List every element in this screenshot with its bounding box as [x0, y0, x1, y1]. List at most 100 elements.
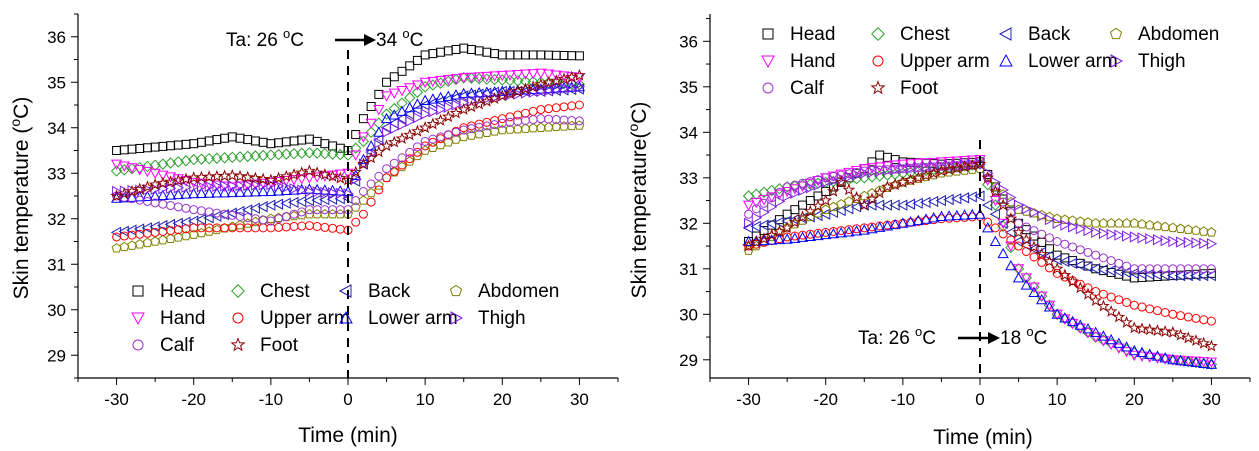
data-point [189, 205, 199, 215]
data-point [551, 50, 561, 60]
data-point [773, 224, 786, 237]
data-point [549, 74, 563, 87]
legend-label: Back [1028, 24, 1071, 45]
data-point [1205, 358, 1218, 371]
data-point [503, 86, 517, 99]
data-point [1113, 343, 1125, 354]
data-point [558, 71, 570, 82]
data-point [189, 139, 199, 149]
data-point [812, 229, 824, 241]
data-point [1021, 203, 1033, 215]
data-point [1073, 281, 1087, 294]
data-point [1206, 264, 1216, 274]
data-point [180, 188, 192, 199]
data-point [1106, 218, 1117, 228]
right-ticks: -30 -20 -10 0 10 20 30 29 30 31 32 33 34 35 36 [679, 18, 1251, 409]
data-point [520, 87, 532, 99]
data-point [227, 132, 237, 142]
data-point [551, 103, 561, 113]
legend-label: Calf [160, 335, 195, 356]
legend-label: Upper arm [260, 308, 350, 329]
data-point [1006, 191, 1017, 204]
data-point [289, 221, 299, 231]
data-point [380, 139, 393, 152]
data-point [488, 73, 501, 86]
data-point [304, 185, 316, 198]
data-point [1035, 247, 1049, 260]
data-point [1090, 326, 1102, 337]
data-point [1198, 226, 1209, 236]
data-point [279, 169, 293, 182]
data-point [135, 143, 145, 153]
data-point [235, 133, 245, 143]
data-point [281, 211, 291, 221]
data-point [272, 185, 285, 196]
data-point [127, 144, 137, 154]
data-point [204, 223, 214, 233]
legend-label: Chest [260, 281, 310, 302]
data-point [310, 166, 324, 179]
data-point [450, 89, 462, 100]
y-tick-label: 31 [47, 255, 66, 274]
data-point [465, 72, 478, 84]
data-point [412, 112, 424, 124]
data-point [256, 172, 270, 185]
data-point [544, 50, 554, 60]
data-point [488, 92, 501, 104]
data-point [172, 188, 184, 200]
data-point [1120, 341, 1133, 352]
data-point [1074, 319, 1086, 330]
data-point [1097, 299, 1110, 312]
data-point [350, 142, 362, 154]
data-point [173, 182, 185, 194]
data-point [274, 138, 284, 148]
data-point [1060, 272, 1070, 282]
data-point [1075, 223, 1087, 235]
data-point [164, 189, 177, 200]
data-point [1144, 219, 1155, 230]
data-point [196, 137, 206, 147]
data-point [896, 175, 910, 188]
data-point [481, 73, 493, 85]
data-point [234, 186, 246, 197]
data-point [211, 180, 223, 191]
data-point [350, 202, 361, 212]
data-point [297, 184, 308, 196]
data-point [1205, 358, 1218, 369]
data-point [911, 171, 925, 184]
data-point [258, 179, 269, 191]
data-point [1037, 257, 1047, 267]
data-point [989, 196, 1002, 207]
data-point [218, 186, 231, 198]
legend-item: Head [762, 24, 835, 45]
data-point [744, 209, 754, 219]
data-point [751, 204, 761, 214]
data-point [882, 152, 892, 162]
data-point [388, 102, 400, 115]
data-point [434, 113, 447, 126]
y-tick-label: 34 [47, 119, 66, 138]
data-point [836, 198, 847, 209]
data-point [857, 198, 871, 211]
left-x-axis-title: Time (min) [298, 424, 398, 447]
data-point [919, 168, 933, 181]
data-point [311, 147, 323, 159]
data-point [520, 50, 530, 60]
data-point [798, 200, 808, 210]
data-point [149, 168, 161, 180]
data-point [1091, 226, 1102, 239]
data-point [1083, 247, 1093, 257]
data-point [551, 83, 563, 96]
legend-marker [338, 284, 352, 298]
series-foot [110, 68, 586, 202]
y-tick-label: 29 [47, 346, 66, 365]
data-point [1122, 261, 1132, 271]
legend-item: Upper arm [872, 51, 990, 72]
data-point [249, 202, 260, 214]
left-data-marks [110, 43, 586, 253]
data-point [1174, 354, 1187, 366]
data-point [796, 231, 809, 242]
x-tick-label: -30 [736, 390, 761, 409]
data-point [374, 185, 384, 195]
